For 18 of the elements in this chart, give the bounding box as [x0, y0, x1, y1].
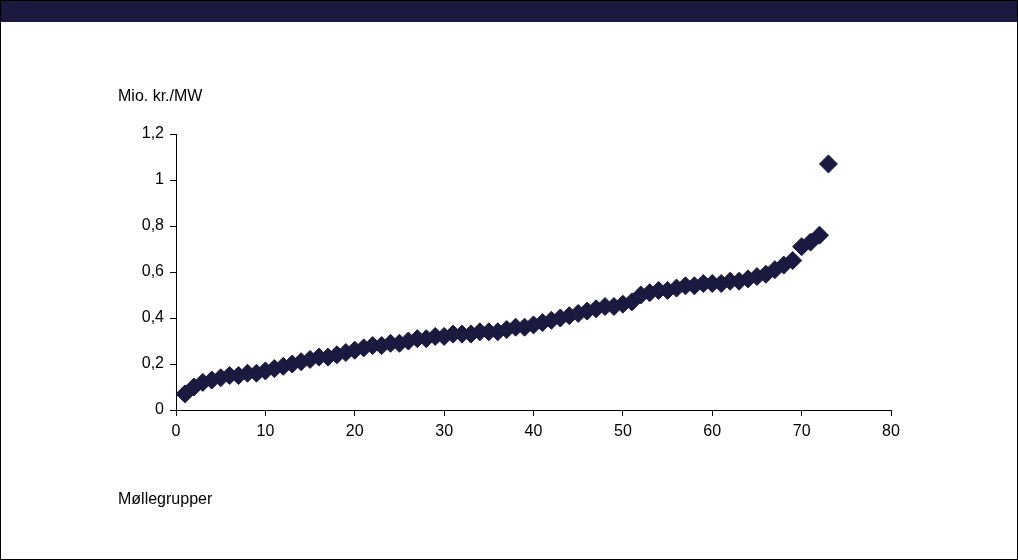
x-tick-label: 0	[171, 422, 181, 440]
x-tick-label: 50	[613, 422, 632, 440]
x-tick-label: 10	[256, 422, 275, 440]
x-tick-label: 80	[882, 422, 900, 440]
y-tick-label: 1	[155, 170, 165, 188]
x-tick-label: 20	[345, 422, 364, 440]
y-axis-title: Mio. kr./MW	[118, 87, 204, 105]
x-tick-label: 60	[703, 422, 722, 440]
x-tick-label: 40	[524, 422, 543, 440]
y-tick-label: 0,6	[141, 262, 165, 280]
x-axis-title: Møllegrupper	[118, 490, 213, 508]
y-tick-label: 0	[155, 400, 165, 418]
x-tick-label: 70	[792, 422, 811, 440]
y-tick-label: 0,8	[141, 216, 165, 234]
y-tick-label: 1,2	[141, 124, 165, 142]
y-tick-label: 0,4	[141, 308, 165, 326]
x-tick-label: 30	[435, 422, 454, 440]
y-tick-label: 0,2	[141, 354, 165, 372]
